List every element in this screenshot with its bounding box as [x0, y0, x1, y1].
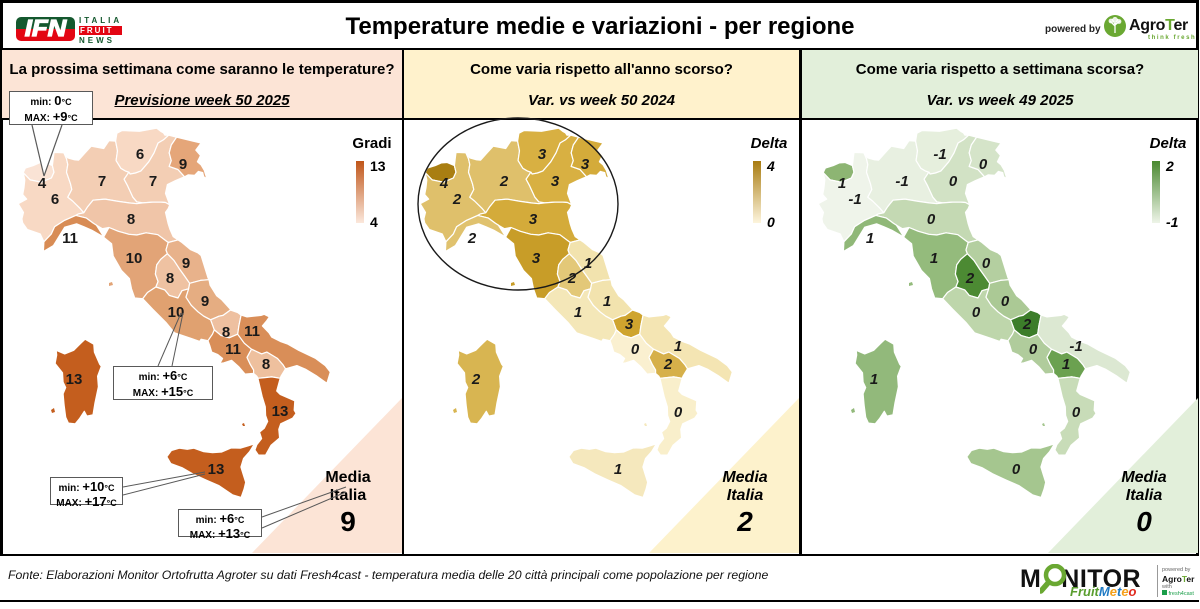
- svg-text:2: 2: [663, 356, 673, 373]
- svg-text:-1: -1: [1166, 214, 1179, 230]
- svg-text:7: 7: [149, 173, 157, 190]
- svg-text:13: 13: [272, 403, 289, 420]
- svg-text:0: 0: [767, 214, 775, 230]
- svg-text:1: 1: [603, 293, 611, 310]
- svg-text:10: 10: [126, 250, 143, 267]
- svg-text:0: 0: [631, 341, 640, 358]
- svg-text:4: 4: [38, 175, 47, 192]
- svg-text:9: 9: [201, 293, 209, 310]
- svg-text:1: 1: [584, 255, 592, 272]
- svg-text:11: 11: [62, 230, 78, 247]
- svg-text:1: 1: [930, 250, 938, 267]
- svg-text:11: 11: [225, 341, 241, 358]
- svg-text:2: 2: [467, 230, 477, 247]
- svg-text:13: 13: [208, 461, 225, 478]
- svg-text:1: 1: [1062, 356, 1070, 373]
- svg-text:3: 3: [551, 173, 560, 190]
- svg-text:8: 8: [166, 270, 174, 287]
- svg-text:8: 8: [262, 356, 270, 373]
- svg-text:2: 2: [567, 270, 577, 287]
- svg-text:0: 0: [972, 304, 981, 321]
- svg-text:3: 3: [538, 146, 547, 163]
- svg-text:1: 1: [674, 338, 682, 355]
- svg-text:13: 13: [66, 371, 83, 388]
- svg-text:2: 2: [499, 173, 509, 190]
- svg-text:3: 3: [532, 250, 541, 267]
- svg-text:0: 0: [1001, 293, 1010, 310]
- svg-text:9: 9: [182, 255, 190, 272]
- svg-text:0: 0: [949, 173, 958, 190]
- svg-text:10: 10: [168, 304, 185, 321]
- svg-text:4: 4: [766, 158, 775, 174]
- svg-text:2: 2: [965, 270, 975, 287]
- svg-text:6: 6: [51, 191, 59, 208]
- svg-text:2: 2: [1022, 316, 1032, 333]
- svg-text:8: 8: [222, 324, 230, 341]
- svg-text:3: 3: [529, 211, 538, 228]
- svg-text:-1: -1: [933, 146, 946, 163]
- svg-text:0: 0: [979, 156, 988, 173]
- svg-text:1: 1: [870, 371, 878, 388]
- svg-text:3: 3: [581, 156, 590, 173]
- svg-text:9: 9: [179, 156, 187, 173]
- svg-text:0: 0: [674, 404, 683, 421]
- svg-text:1: 1: [574, 304, 582, 321]
- svg-text:4: 4: [370, 214, 378, 230]
- svg-text:1: 1: [866, 230, 874, 247]
- svg-text:3: 3: [625, 316, 634, 333]
- svg-text:2: 2: [471, 371, 481, 388]
- svg-text:4: 4: [439, 175, 449, 192]
- svg-text:0: 0: [1029, 341, 1038, 358]
- svg-text:0: 0: [927, 211, 936, 228]
- svg-text:-1: -1: [848, 191, 861, 208]
- svg-text:0: 0: [1072, 404, 1081, 421]
- svg-text:0: 0: [982, 255, 991, 272]
- svg-text:-1: -1: [1069, 338, 1082, 355]
- svg-text:2: 2: [1165, 158, 1174, 174]
- svg-text:13: 13: [370, 158, 386, 174]
- svg-text:11: 11: [244, 323, 260, 340]
- svg-text:7: 7: [98, 173, 106, 190]
- svg-text:0: 0: [1012, 461, 1021, 478]
- svg-text:2: 2: [452, 191, 462, 208]
- svg-text:1: 1: [614, 461, 622, 478]
- svg-text:-1: -1: [895, 173, 908, 190]
- svg-text:8: 8: [127, 211, 135, 228]
- svg-text:1: 1: [838, 175, 846, 192]
- svg-text:6: 6: [136, 146, 144, 163]
